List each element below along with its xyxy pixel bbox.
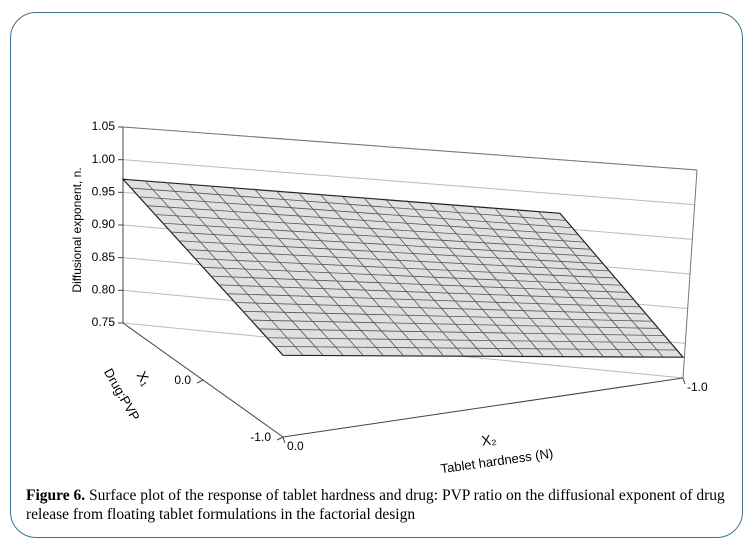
mesh-line [275,190,424,356]
grid-line [122,159,695,206]
tick-mark [682,377,686,385]
mesh-line [253,188,404,356]
mesh-line [250,319,659,329]
axis-line [682,169,698,379]
z-tick-label: 0.85 [92,250,116,264]
mesh-line [234,302,647,315]
tick-mark [282,436,286,444]
mesh-line [472,205,604,357]
x1-tick-label: -1.0 [250,430,271,444]
mesh-line [231,186,384,356]
tick-mark [196,379,204,384]
mesh-line [319,193,464,356]
z-tick-label: 0.75 [92,315,116,329]
x2-tick-label: 0.0 [287,439,304,453]
mesh-line [266,337,671,344]
mesh-line [202,266,622,286]
mesh-line [242,310,653,322]
x2-axis-symbol: X₂ [480,431,497,449]
mesh-line [406,200,544,356]
mesh-line [515,209,644,357]
x1-tick-label: 0.0 [174,373,191,387]
mesh-line [210,275,628,293]
caption: Figure 6. Surface plot of the response o… [26,486,738,524]
mesh-line [154,214,585,243]
mesh-line [297,191,444,356]
x2-axis-title: Tablet hardness (N) [440,446,554,477]
x1-axis-symbol: X₁ [134,368,155,388]
mesh-line [138,196,573,229]
z-tick-label: 0.80 [92,283,116,297]
mesh-line [363,196,504,356]
mesh-line [274,346,677,351]
mesh-line [146,205,579,236]
tick-mark [276,436,284,441]
mesh-line [186,249,610,272]
axis-line [122,126,698,171]
z-tick-label: 0.95 [92,185,116,199]
mesh-line [258,328,665,337]
mesh-line [162,222,591,250]
mesh-line [130,187,567,221]
mesh-line [170,231,597,257]
x2-tick-label: -1.0 [687,380,708,394]
mesh-line [218,284,634,301]
mesh-line [384,198,524,356]
z-axis-title: Diffusional exponent, n. [70,167,84,292]
mesh-line [226,293,640,308]
axis-line [282,377,684,438]
mesh-line [341,195,484,356]
mesh-line [450,203,584,357]
z-tick-label: 1.00 [92,152,116,166]
mesh-line [494,207,624,357]
mesh-line [188,183,344,356]
figure-frame [10,12,743,538]
mesh-line [537,211,664,358]
mesh-line [210,185,364,356]
mesh-line [428,202,564,357]
mesh-line [194,258,616,279]
mesh-line [178,240,604,265]
z-tick-label: 1.05 [92,119,116,133]
caption-text: Surface plot of the response of tablet h… [26,487,725,523]
caption-label: Figure 6. [26,487,86,504]
z-tick-label: 0.90 [92,217,116,231]
